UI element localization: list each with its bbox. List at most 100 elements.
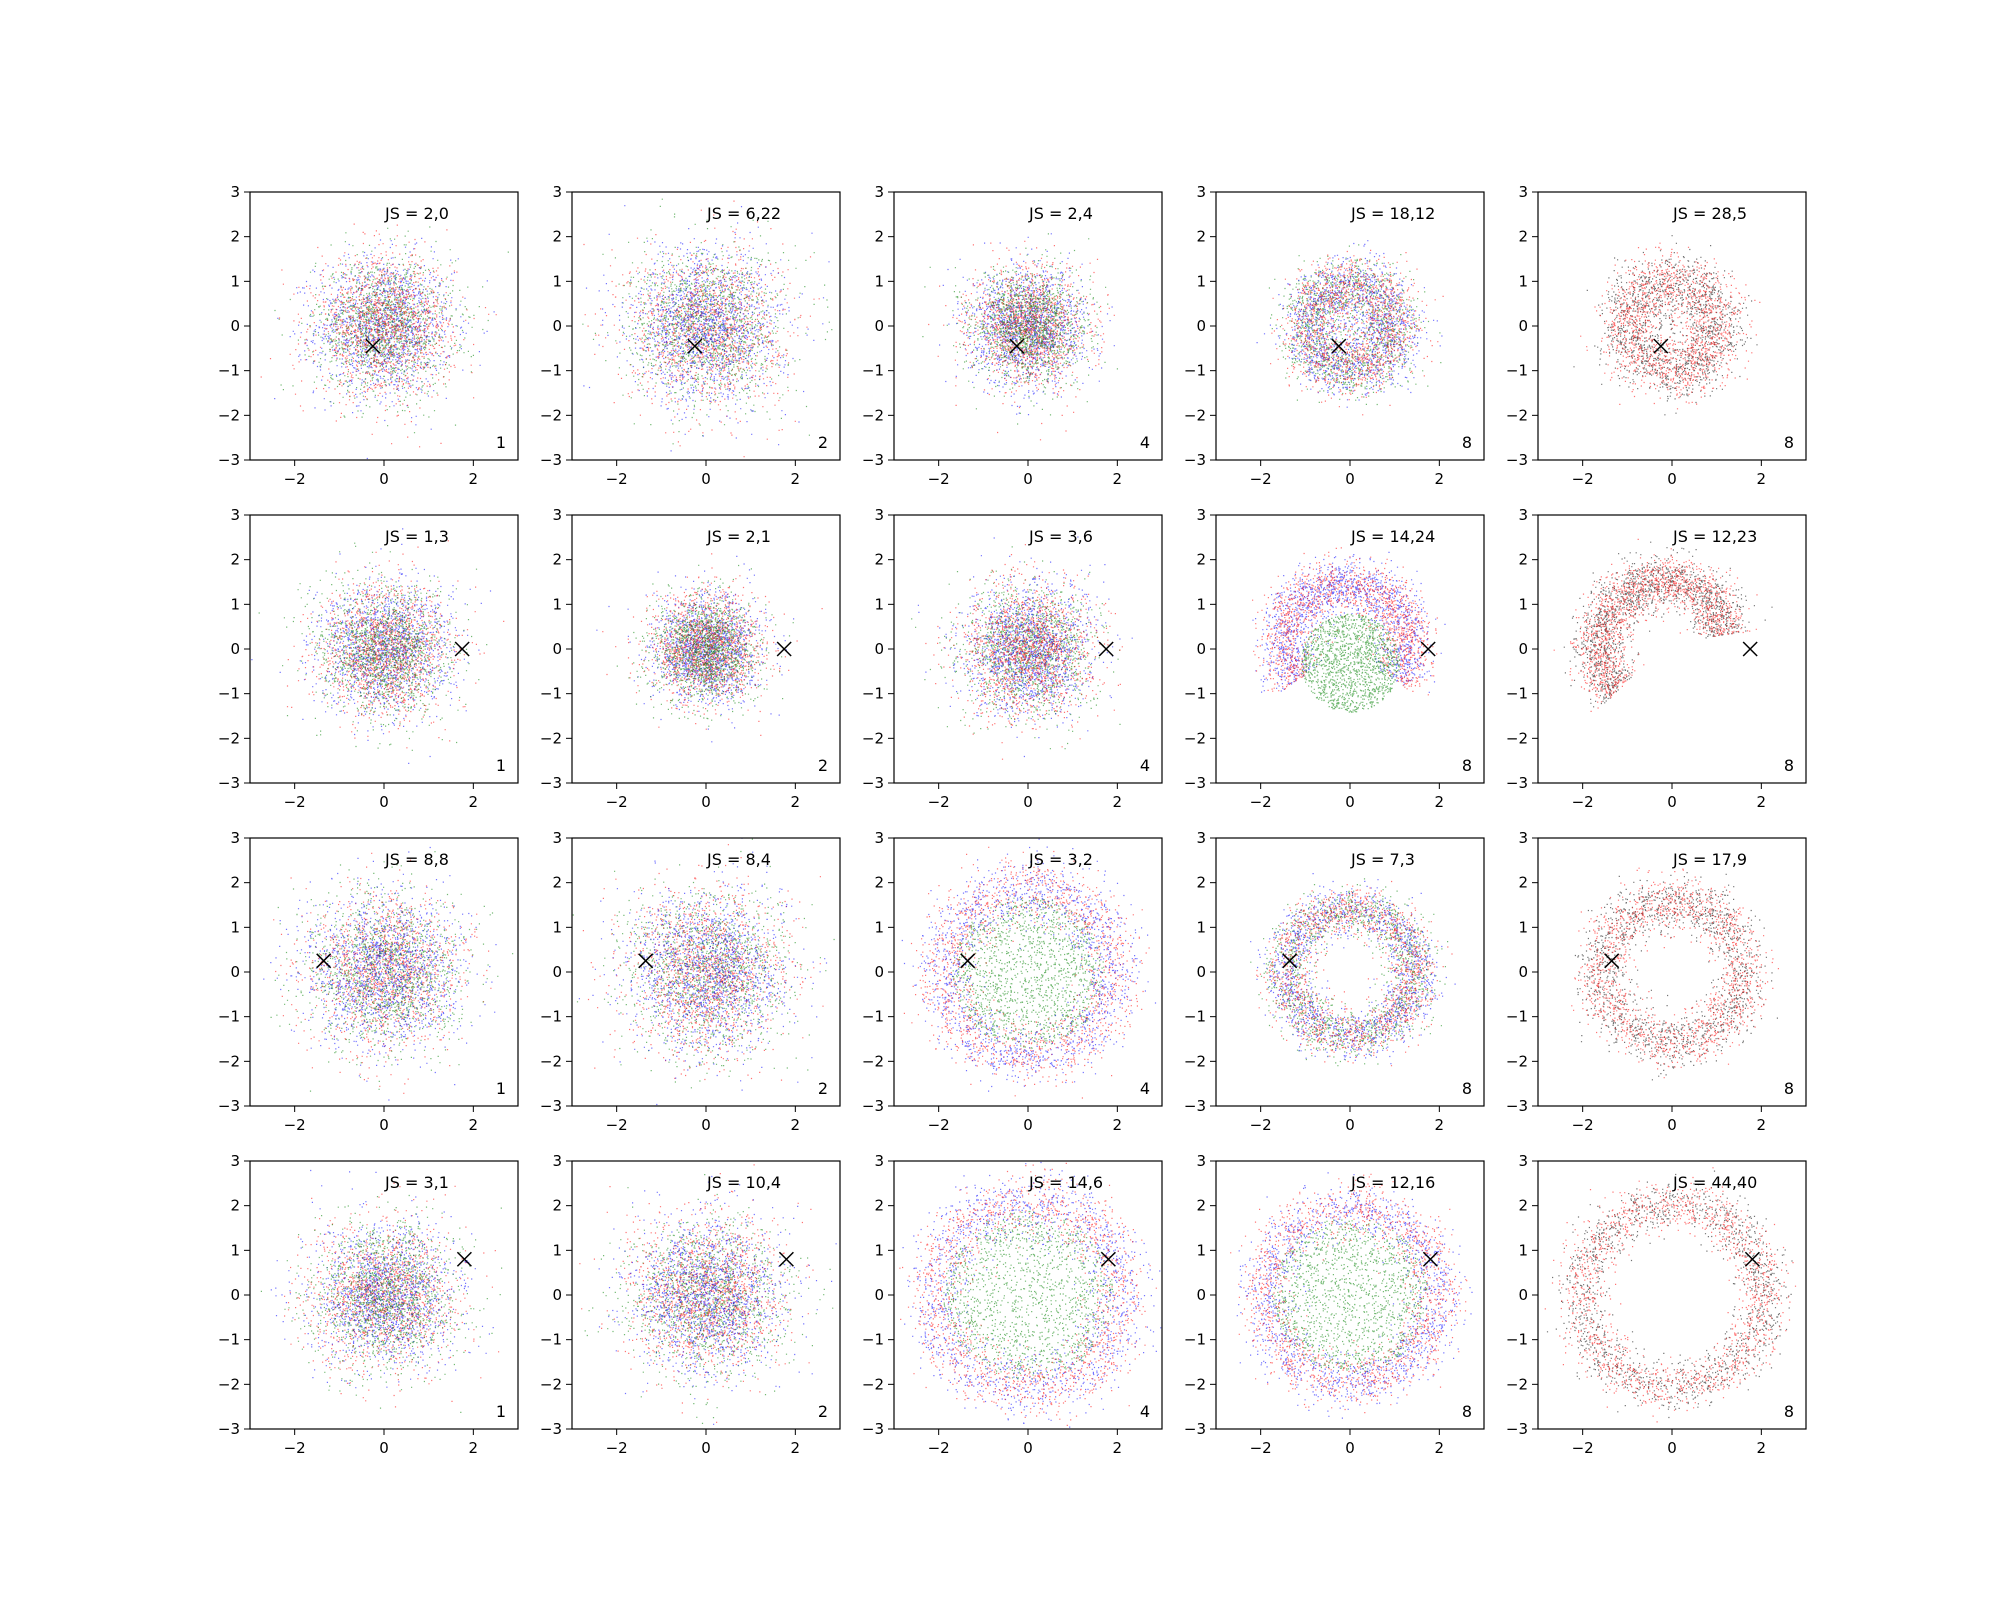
y-tick-label: 0 <box>1196 1286 1206 1304</box>
x-tick-label: 0 <box>1667 470 1677 488</box>
y-tick-label: −2 <box>862 406 884 424</box>
y-tick-label: 0 <box>230 1286 240 1304</box>
x-tick-label: −2 <box>1572 793 1594 811</box>
y-tick-label: −3 <box>1506 1420 1528 1438</box>
x-marker <box>1009 338 1025 354</box>
corner-label: 4 <box>1140 433 1150 452</box>
scatter-points <box>572 838 835 1106</box>
y-tick-label: 1 <box>1196 595 1206 613</box>
scatter-points <box>1256 240 1444 416</box>
y-tick-label: −1 <box>218 1331 240 1349</box>
y-tick-label: 0 <box>874 963 884 981</box>
y-tick-label: −3 <box>540 1097 562 1115</box>
x-tick-label: 0 <box>1345 1439 1355 1457</box>
scatter-points <box>1544 1167 1797 1423</box>
y-tick-label: 3 <box>1196 1152 1206 1170</box>
y-tick-label: −3 <box>540 774 562 792</box>
panel-title: JS = 14,6 <box>1028 1173 1103 1192</box>
point-series <box>1544 1167 1797 1423</box>
x-tick-label: 0 <box>1667 1439 1677 1457</box>
subplot-r0-c4: −2 0 2 −3 −2 −1 0 1 2 3 JS = 28,5 8 <box>1506 183 1807 488</box>
y-tick-label: 1 <box>552 1241 562 1259</box>
y-tick-label: −3 <box>1506 1097 1528 1115</box>
y-tick-label: 0 <box>1196 317 1206 335</box>
y-tick-label: 1 <box>230 272 240 290</box>
panel-title: JS = 3,6 <box>1028 527 1093 546</box>
subplot-r1-c4: −2 0 2 −3 −2 −1 0 1 2 3 JS = 12,23 8 <box>1506 506 1807 811</box>
x-tick-label: −2 <box>1250 470 1272 488</box>
y-tick-label: 3 <box>874 183 884 201</box>
point-series <box>584 1174 834 1424</box>
axes-frame <box>571 514 841 784</box>
point-series <box>1268 244 1442 406</box>
y-tick-label: 2 <box>552 551 562 569</box>
y-tick-label: −1 <box>1184 362 1206 380</box>
y-tick-label: −2 <box>218 729 240 747</box>
y-tick-label: −1 <box>1506 685 1528 703</box>
y-tick-label: 3 <box>552 1152 562 1170</box>
subplot-r0-c1: −2 0 2 −3 −2 −1 0 1 2 3 JS = 6,22 2 <box>540 183 841 488</box>
panel-title: JS = 8,4 <box>706 850 771 869</box>
axes-frame <box>893 514 1163 784</box>
y-tick-label: 0 <box>230 963 240 981</box>
y-tick-label: −2 <box>540 1052 562 1070</box>
axes-frame <box>893 1160 1163 1430</box>
subplot-r1-c3: −2 0 2 −3 −2 −1 0 1 2 3 JS = 14,24 8 <box>1184 506 1485 811</box>
y-tick-label: 0 <box>1196 963 1206 981</box>
point-series <box>263 846 497 1101</box>
y-tick-label: −3 <box>1184 451 1206 469</box>
x-tick-label: 0 <box>701 470 711 488</box>
corner-label: 8 <box>1462 756 1472 775</box>
y-tick-label: 1 <box>552 595 562 613</box>
x-tick-label: 0 <box>1345 1116 1355 1134</box>
point-series <box>922 233 1118 425</box>
point-series <box>579 1164 814 1423</box>
y-tick-label: −2 <box>1184 729 1206 747</box>
y-tick-label: −1 <box>1506 362 1528 380</box>
y-tick-label: −3 <box>218 774 240 792</box>
y-tick-label: 3 <box>1196 183 1206 201</box>
scatter-points <box>899 1161 1162 1428</box>
y-tick-label: −1 <box>862 685 884 703</box>
scatter-points <box>263 846 514 1101</box>
subplot-r1-c2: −2 0 2 −3 −2 −1 0 1 2 3 JS = 3,6 4 <box>862 506 1163 811</box>
y-tick-label: 3 <box>874 1152 884 1170</box>
point-series <box>582 844 824 1081</box>
x-tick-label: −2 <box>1250 1439 1272 1457</box>
x-tick-label: 2 <box>791 1116 801 1134</box>
y-tick-label: −1 <box>1184 1008 1206 1026</box>
x-tick-label: −2 <box>1250 793 1272 811</box>
panel-title: JS = 8,8 <box>384 850 449 869</box>
subplot-r3-c2: −2 0 2 −3 −2 −1 0 1 2 3 JS = 14,6 4 <box>862 1152 1163 1457</box>
point-series <box>260 223 497 448</box>
point-series <box>270 851 514 1092</box>
corner-label: 8 <box>1784 1402 1794 1421</box>
subplot-r3-c1: −2 0 2 −3 −2 −1 0 1 2 3 JS = 10,4 2 <box>540 1152 841 1457</box>
corner-label: 8 <box>1784 1079 1794 1098</box>
corner-label: 2 <box>818 1079 828 1098</box>
y-tick-label: 2 <box>874 874 884 892</box>
x-tick-label: 0 <box>379 1439 389 1457</box>
corner-label: 4 <box>1140 756 1150 775</box>
y-tick-label: 2 <box>230 551 240 569</box>
x-tick-label: 0 <box>1023 1116 1033 1134</box>
x-tick-label: −2 <box>1250 1116 1272 1134</box>
x-tick-label: −2 <box>606 470 628 488</box>
x-tick-label: 2 <box>791 793 801 811</box>
corner-label: 4 <box>1140 1402 1150 1421</box>
x-tick-label: −2 <box>928 793 950 811</box>
point-series <box>1553 538 1758 712</box>
x-marker <box>1282 953 1298 969</box>
x-tick-label: 2 <box>469 1116 479 1134</box>
y-tick-label: −2 <box>218 1052 240 1070</box>
x-tick-label: 2 <box>469 1439 479 1457</box>
point-series <box>902 1161 1162 1428</box>
x-marker <box>365 338 381 354</box>
point-series <box>1250 878 1449 1067</box>
point-series <box>1236 1172 1473 1419</box>
y-tick-label: 3 <box>552 829 562 847</box>
y-tick-label: −3 <box>862 1420 884 1438</box>
